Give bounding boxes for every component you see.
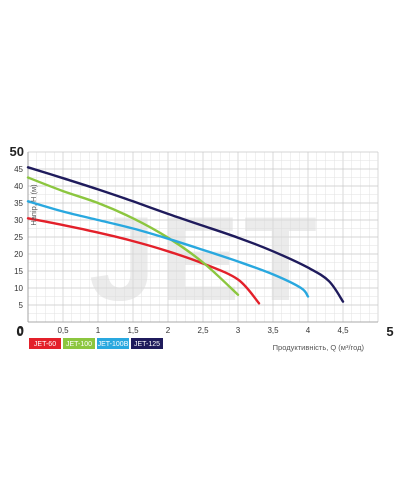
series-lines xyxy=(26,166,345,305)
watermark: JET xyxy=(89,192,321,326)
y-tick-label-major: 0 xyxy=(17,323,24,338)
y-tick-label: 20 xyxy=(14,250,23,259)
x-tick-label: 1,5 xyxy=(127,326,139,335)
y-tick-label: 35 xyxy=(14,199,23,208)
y-tick-label: 45 xyxy=(14,165,23,174)
y-tick-label: 25 xyxy=(14,233,23,242)
x-tick-label: 1 xyxy=(96,326,101,335)
x-tick-label: 3 xyxy=(236,326,241,335)
x-tick-label: 0,5 xyxy=(57,326,69,335)
axes xyxy=(27,152,378,323)
legend: JET-60 JET-100 JET-100В JET-125 xyxy=(29,338,163,349)
x-tick-label: 4 xyxy=(306,326,311,335)
legend-label: JET-60 xyxy=(34,341,56,348)
x-tick-label-major: 5 xyxy=(386,324,393,339)
y-axis-label: Напір, Н (м) xyxy=(29,184,38,226)
series-line-jet-100в xyxy=(26,200,310,298)
y-tick-label: 5 xyxy=(19,301,24,310)
series-line-jet-60 xyxy=(26,217,261,305)
series-line-jet-100 xyxy=(26,176,240,296)
y-tick-label: 15 xyxy=(14,267,23,276)
y-tick-label: 40 xyxy=(14,182,23,191)
x-tick-label: 3,5 xyxy=(267,326,279,335)
x-axis-label: Продуктивність, Q (м³/год) xyxy=(273,343,365,352)
x-tick-label: 4,5 xyxy=(337,326,349,335)
legend-swatch xyxy=(63,338,95,349)
y-tick-label: 10 xyxy=(14,284,23,293)
legend-swatch xyxy=(29,338,61,349)
series-line-jet-125 xyxy=(26,166,345,303)
legend-label: JET-100 xyxy=(66,341,92,348)
legend-swatch xyxy=(131,338,163,349)
y-tick-label: 30 xyxy=(14,216,23,225)
legend-label: JET-125 xyxy=(134,341,160,348)
x-tick-label-major: 0 xyxy=(16,324,23,339)
legend-swatch xyxy=(97,338,129,349)
tick-labels: 0,5 1 1,5 2 2,5 3 3,5 4 4,5 0 5 45 40 35 30 25 20 15 10 5 50… xyxy=(10,144,394,339)
y-tick-label-major: 50 xyxy=(10,144,24,159)
x-tick-label: 2 xyxy=(166,326,171,335)
x-tick-label: 2,5 xyxy=(197,326,209,335)
legend-label: JET-100В xyxy=(98,341,129,348)
